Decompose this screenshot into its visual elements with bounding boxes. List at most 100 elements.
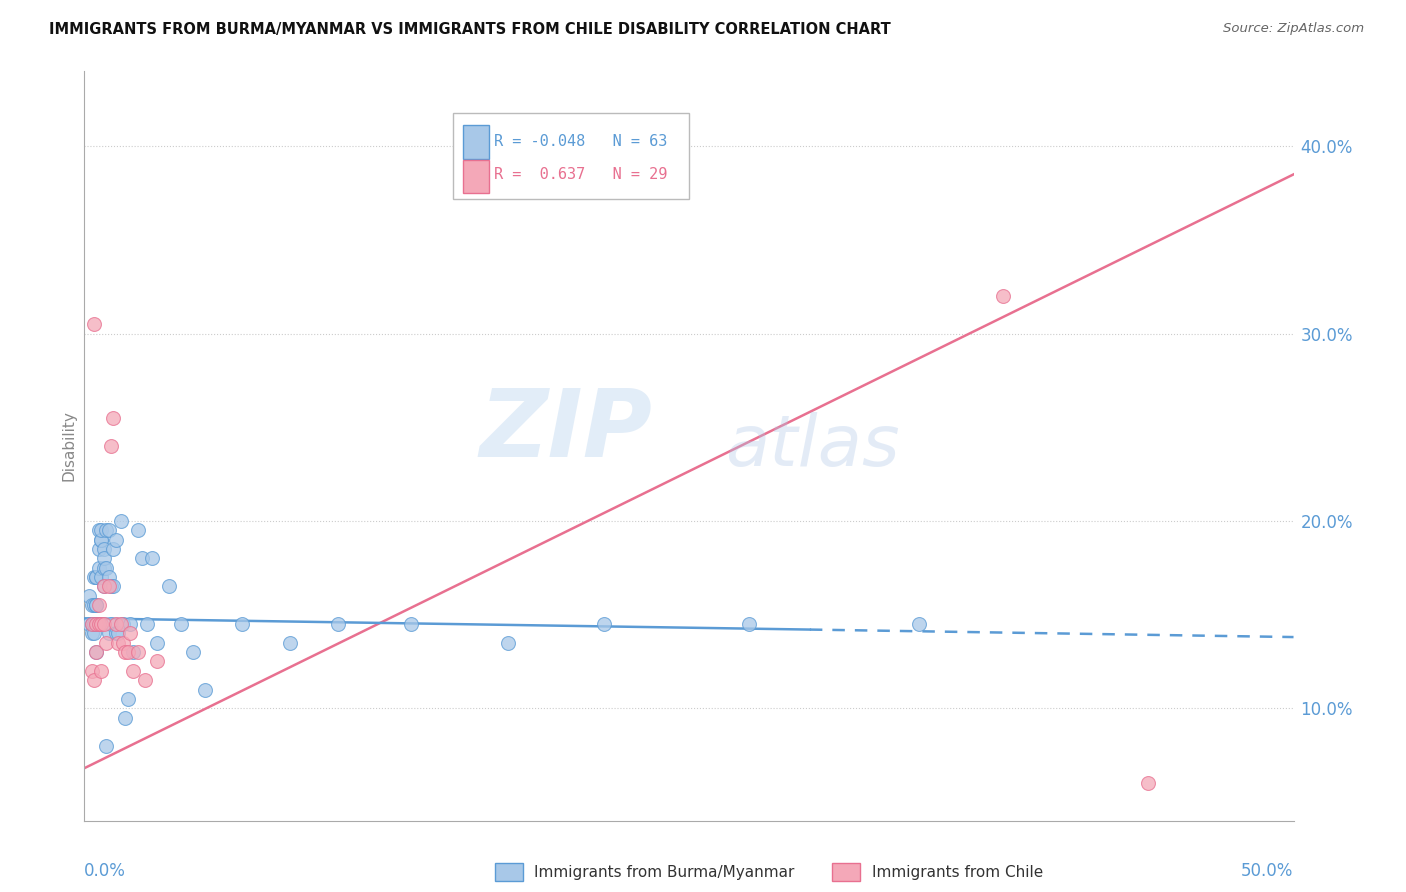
Point bbox=[80, 626, 103, 640]
Point bbox=[100, 439, 122, 453]
Point bbox=[80, 617, 103, 632]
Point bbox=[83, 673, 105, 688]
Point bbox=[907, 617, 929, 632]
Point bbox=[127, 523, 149, 537]
Point bbox=[87, 599, 110, 613]
Point bbox=[94, 635, 117, 649]
Point bbox=[83, 626, 105, 640]
Point bbox=[86, 617, 108, 632]
Text: 0.0%: 0.0% bbox=[84, 862, 127, 880]
Y-axis label: Disability: Disability bbox=[60, 410, 76, 482]
Point bbox=[90, 523, 112, 537]
Point bbox=[86, 570, 108, 584]
Point bbox=[93, 561, 115, 575]
Point bbox=[86, 617, 108, 632]
Point bbox=[328, 617, 350, 632]
Text: R =  0.637   N = 29: R = 0.637 N = 29 bbox=[495, 168, 668, 182]
Point bbox=[93, 617, 115, 632]
Text: R = -0.048   N = 63: R = -0.048 N = 63 bbox=[495, 134, 668, 149]
Point bbox=[97, 523, 120, 537]
Point bbox=[97, 570, 120, 584]
Point bbox=[90, 617, 112, 632]
Point bbox=[87, 617, 110, 632]
Point bbox=[131, 551, 153, 566]
Point bbox=[83, 570, 105, 584]
Point bbox=[86, 599, 108, 613]
Point bbox=[593, 617, 616, 632]
Point bbox=[1137, 776, 1160, 790]
Point bbox=[110, 514, 132, 528]
Bar bbox=[463, 125, 489, 159]
Point bbox=[93, 580, 115, 594]
Point bbox=[146, 655, 169, 669]
Point bbox=[97, 580, 120, 594]
Point bbox=[90, 570, 112, 584]
Point bbox=[93, 580, 115, 594]
Point bbox=[93, 542, 115, 557]
Point bbox=[181, 645, 204, 659]
Point bbox=[112, 617, 135, 632]
Point bbox=[104, 533, 127, 547]
Point bbox=[87, 561, 110, 575]
Point bbox=[100, 617, 122, 632]
Point bbox=[93, 551, 115, 566]
Point bbox=[194, 682, 217, 697]
Point bbox=[94, 561, 117, 575]
Point bbox=[83, 617, 105, 632]
Point bbox=[120, 626, 142, 640]
Point bbox=[90, 533, 112, 547]
Point bbox=[100, 580, 122, 594]
Point bbox=[103, 542, 125, 557]
Point bbox=[120, 617, 142, 632]
Text: Source: ZipAtlas.com: Source: ZipAtlas.com bbox=[1223, 22, 1364, 36]
Point bbox=[90, 533, 112, 547]
Point bbox=[80, 599, 103, 613]
Point bbox=[117, 645, 139, 659]
Point bbox=[87, 542, 110, 557]
Point bbox=[110, 617, 132, 632]
Point bbox=[97, 626, 120, 640]
Point bbox=[90, 664, 112, 678]
Point bbox=[278, 635, 301, 649]
Point bbox=[77, 617, 100, 632]
Point bbox=[103, 580, 125, 594]
Point bbox=[107, 635, 129, 649]
FancyBboxPatch shape bbox=[453, 112, 689, 199]
Point bbox=[94, 523, 117, 537]
Point bbox=[114, 645, 136, 659]
Point bbox=[117, 692, 139, 706]
Point bbox=[83, 599, 105, 613]
Point bbox=[121, 664, 143, 678]
Point bbox=[104, 626, 127, 640]
Point bbox=[86, 645, 108, 659]
Point bbox=[134, 673, 156, 688]
Point bbox=[399, 617, 422, 632]
Point bbox=[86, 599, 108, 613]
Point bbox=[86, 645, 108, 659]
Text: atlas: atlas bbox=[725, 411, 900, 481]
Text: IMMIGRANTS FROM BURMA/MYANMAR VS IMMIGRANTS FROM CHILE DISABILITY CORRELATION CH: IMMIGRANTS FROM BURMA/MYANMAR VS IMMIGRA… bbox=[49, 22, 891, 37]
Point bbox=[83, 318, 105, 332]
Text: 50.0%: 50.0% bbox=[1241, 862, 1294, 880]
Point bbox=[104, 617, 127, 632]
Point bbox=[80, 664, 103, 678]
Point bbox=[87, 523, 110, 537]
Point bbox=[141, 551, 163, 566]
Bar bbox=[463, 160, 489, 194]
Point bbox=[231, 617, 253, 632]
Point bbox=[94, 739, 117, 753]
Point bbox=[87, 617, 110, 632]
Point bbox=[107, 626, 129, 640]
Point bbox=[496, 635, 519, 649]
Point bbox=[146, 635, 169, 649]
Point bbox=[127, 645, 149, 659]
Point bbox=[86, 570, 108, 584]
Point bbox=[170, 617, 193, 632]
Text: Immigrants from Chile: Immigrants from Chile bbox=[872, 865, 1043, 880]
Text: ZIP: ZIP bbox=[479, 385, 652, 477]
Point bbox=[77, 589, 100, 603]
Point bbox=[157, 580, 180, 594]
Point bbox=[136, 617, 159, 632]
Point bbox=[114, 710, 136, 724]
Text: Immigrants from Burma/Myanmar: Immigrants from Burma/Myanmar bbox=[534, 865, 794, 880]
